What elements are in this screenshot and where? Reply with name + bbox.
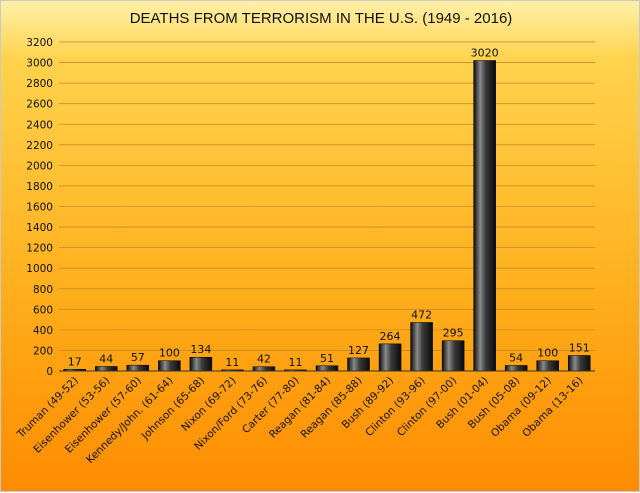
y-tick-label: 1000 bbox=[26, 263, 53, 275]
data-label: 3020 bbox=[471, 47, 499, 60]
y-tick-label: 2000 bbox=[26, 160, 53, 172]
y-axis-ticks: 0 200 400 600 800 1000 1200 1400 1600 1800 2000 220… bbox=[26, 37, 53, 378]
bar bbox=[504, 365, 528, 372]
grid-lines bbox=[59, 41, 595, 372]
y-tick-label: 0 bbox=[46, 366, 53, 378]
data-label: 11 bbox=[288, 356, 302, 369]
y-tick-label: 200 bbox=[33, 345, 53, 357]
y-tick-label: 1400 bbox=[26, 222, 53, 234]
data-label: 295 bbox=[443, 327, 464, 340]
bar bbox=[252, 366, 276, 372]
data-label: 54 bbox=[509, 351, 523, 364]
bar bbox=[473, 60, 496, 372]
data-label: 151 bbox=[569, 341, 590, 354]
bar bbox=[567, 355, 591, 372]
data-label: 57 bbox=[131, 351, 145, 364]
x-tick-label: Carter (77-80) bbox=[240, 375, 302, 437]
bar bbox=[315, 365, 339, 372]
chart-title: DEATHS FROM TERRORISM IN THE U.S. (1949 … bbox=[130, 10, 513, 27]
data-label: 264 bbox=[380, 330, 401, 343]
value-labels: 17 44 57 100 134 11 42 11 51 127 264 472 295 3020 54 10… bbox=[68, 47, 590, 369]
y-tick-label: 2200 bbox=[26, 140, 53, 152]
category-labels: Truman (49-52)Eisenhower (53-56)Eisenhow… bbox=[14, 375, 585, 466]
y-tick-label: 3200 bbox=[26, 37, 53, 49]
y-tick-label: 2600 bbox=[26, 99, 53, 111]
bar bbox=[158, 360, 181, 372]
y-tick-label: 2400 bbox=[26, 119, 53, 131]
bar bbox=[95, 366, 118, 372]
bar bbox=[441, 340, 465, 372]
data-label: 134 bbox=[190, 343, 211, 356]
y-tick-label: 1800 bbox=[26, 181, 53, 193]
x-tick-label: Obama (13-16) bbox=[520, 375, 585, 440]
y-tick-label: 1200 bbox=[26, 243, 53, 255]
data-label: 472 bbox=[411, 308, 432, 321]
data-label: 100 bbox=[537, 347, 558, 360]
data-label: 44 bbox=[99, 352, 113, 365]
data-label: 42 bbox=[257, 353, 271, 366]
y-tick-label: 600 bbox=[33, 304, 53, 316]
bar bbox=[536, 360, 559, 372]
bar bbox=[410, 322, 433, 372]
y-tick-label: 400 bbox=[33, 325, 53, 337]
data-label: 100 bbox=[159, 347, 180, 360]
bar bbox=[189, 356, 213, 372]
y-tick-label: 3000 bbox=[26, 58, 53, 70]
bars bbox=[63, 60, 591, 372]
bar bbox=[378, 343, 402, 372]
bar bbox=[347, 357, 370, 372]
x-tick-label: Nixon (69-72) bbox=[179, 375, 238, 434]
y-tick-label: 2800 bbox=[26, 78, 53, 90]
data-label: 127 bbox=[348, 344, 369, 357]
y-tick-label: 800 bbox=[33, 284, 53, 296]
bar bbox=[126, 364, 150, 372]
data-label: 11 bbox=[225, 356, 239, 369]
data-label: 51 bbox=[320, 352, 334, 365]
data-label: 17 bbox=[68, 355, 82, 368]
y-tick-label: 1600 bbox=[26, 202, 53, 214]
